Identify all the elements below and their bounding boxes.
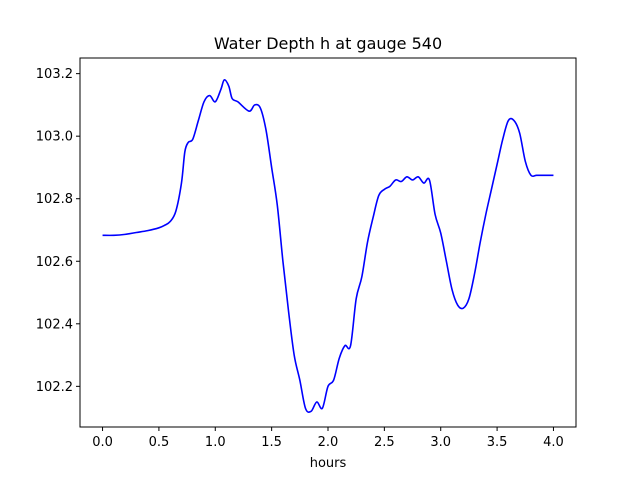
- x-tick-label: 3.0: [430, 435, 451, 450]
- y-tick-label: 102.2: [36, 380, 73, 395]
- y-tick-label: 102.4: [36, 317, 73, 332]
- x-tick-label: 2.0: [318, 435, 339, 450]
- x-tick-label: 0.5: [149, 435, 170, 450]
- y-tick-label: 102.6: [36, 255, 73, 270]
- x-tick-label: 1.5: [261, 435, 282, 450]
- x-tick-label: 4.0: [543, 435, 564, 450]
- y-tick-label: 102.8: [36, 192, 73, 207]
- chart-title: Water Depth h at gauge 540: [214, 34, 442, 53]
- axes-frame: [79, 57, 577, 428]
- x-tick-label: 0.0: [92, 435, 113, 450]
- plot-area: 0.0 0.5 1.0 1.5 2.0 2.5 3.0 3.5 4.0 102.2 102.4 102…: [36, 57, 577, 450]
- y-tick-label: 103.0: [36, 130, 73, 145]
- x-tick-label: 1.0: [205, 435, 226, 450]
- x-tick-label: 2.5: [374, 435, 395, 450]
- series-line-0: [102, 79, 554, 414]
- y-tick-label: 103.2: [36, 67, 73, 82]
- x-axis-label: hours: [310, 456, 347, 471]
- x-tick-label: 3.5: [487, 435, 508, 450]
